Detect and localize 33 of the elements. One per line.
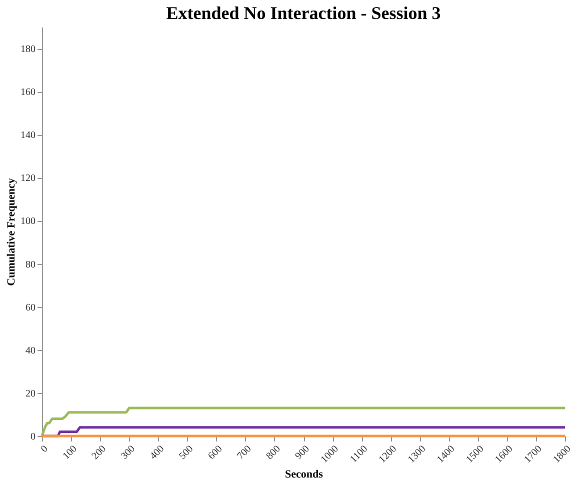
x-tick-label: 1800: [551, 444, 574, 466]
x-tick-label: 700: [235, 444, 254, 462]
y-axis-title: Cumulative Frequency: [6, 178, 18, 286]
y-tick-label: 60: [26, 302, 36, 314]
y-tick-label: 100: [20, 216, 36, 228]
y-tick-label: 160: [20, 87, 36, 98]
x-tick-label: 1100: [348, 444, 370, 466]
line-series: [40, 406, 566, 438]
x-tick-label: 1200: [377, 444, 399, 466]
y-tick-label: 140: [20, 130, 36, 142]
x-tick-label: 300: [119, 444, 138, 462]
x-tick-label: 1300: [406, 444, 428, 466]
x-tick-label: 1400: [435, 444, 458, 466]
x-tick-label: 200: [90, 444, 108, 462]
y-tick-label: 20: [26, 388, 36, 400]
x-tick-label: 1500: [464, 444, 486, 466]
y-tick-label: 120: [20, 173, 36, 184]
x-tick-label: 500: [177, 444, 196, 462]
x-tick-label: 0: [38, 444, 50, 455]
y-tick-label: 80: [26, 259, 36, 270]
y-tick-label: 40: [26, 345, 36, 356]
x-tick-label: 600: [206, 444, 225, 462]
x-tick-label: 1700: [522, 444, 544, 466]
x-tick-label: 100: [60, 444, 80, 462]
chart-title: Extended No Interaction - Session 3: [166, 3, 441, 23]
x-tick-label: 1600: [493, 444, 516, 466]
x-tick-label: 1000: [318, 444, 341, 466]
y-tick-label: 180: [20, 44, 36, 56]
x-tick-label: 900: [293, 444, 312, 462]
x-tick-label: 800: [264, 444, 283, 462]
x-tick-label: 400: [148, 444, 166, 462]
y-tick-label: 0: [30, 432, 36, 442]
x-axis-title: Seconds: [285, 468, 324, 481]
